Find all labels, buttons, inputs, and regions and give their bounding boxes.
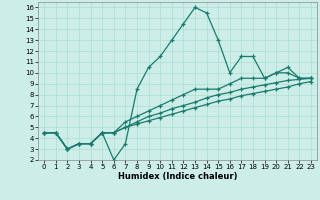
X-axis label: Humidex (Indice chaleur): Humidex (Indice chaleur)	[118, 172, 237, 181]
